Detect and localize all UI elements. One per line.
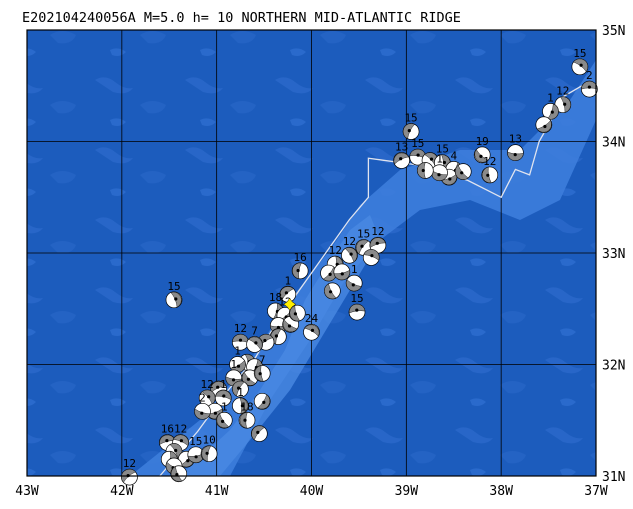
- lat-tick-label: 33N: [602, 247, 625, 262]
- event-depth-label: 13: [395, 140, 408, 153]
- beachball-icon: [535, 116, 553, 134]
- event-depth-label: 7: [259, 353, 266, 366]
- map-frame: [26, 29, 597, 477]
- beachball-icon: [507, 144, 524, 161]
- event-depth-label: 12: [343, 235, 356, 248]
- event-depth-label: 12: [123, 457, 136, 470]
- event-depth-label: 1: [436, 153, 443, 166]
- beachball-icon: [288, 304, 306, 322]
- beachball-icon: [198, 389, 216, 407]
- event-depth-label: 1: [221, 400, 228, 413]
- epicenter-star-icon: [283, 297, 297, 311]
- beachball-icon: [214, 389, 232, 407]
- beachball-icon: [232, 397, 249, 415]
- event-depth-label: 12: [234, 322, 247, 335]
- lon-tick-label: 42W: [110, 484, 134, 499]
- beachball-icon: [194, 402, 211, 420]
- event-depth-label: 7: [251, 324, 258, 337]
- beachball-icon: [348, 303, 366, 321]
- event-depth-label: 12: [483, 155, 496, 168]
- event-depth-label: 1: [547, 91, 554, 104]
- event-depth-label: 15: [167, 280, 180, 293]
- event-depth-label: 12: [329, 244, 342, 257]
- beachball-icon: [232, 380, 249, 398]
- beachball-icon: [571, 58, 589, 76]
- event-depth-label: 13: [509, 133, 522, 146]
- event-depth-label: 12: [371, 225, 384, 238]
- event-depth-label: 1: [284, 274, 291, 287]
- event-depth-label: 1: [220, 378, 227, 391]
- beachball-icon: [250, 425, 268, 442]
- beachball-icon: [409, 148, 427, 166]
- event-depth-label: 12: [201, 378, 214, 391]
- beachball-icon: [215, 411, 233, 429]
- event-depth-label: 18: [269, 291, 282, 304]
- axis-labels: 43W 42W 41W 40W 39W 38W 37W 35N 34N 33N 32N 31N: [15, 24, 625, 499]
- beachball-icon: [362, 249, 380, 266]
- event-depth-label: 15: [404, 111, 417, 124]
- lon-tick-label: 41W: [205, 484, 229, 499]
- beachball-icon: [581, 80, 598, 98]
- lon-tick-label: 38W: [489, 484, 513, 499]
- lon-tick-label: 39W: [395, 484, 419, 499]
- beachball-icon: [481, 166, 499, 184]
- event-depth-label: 2: [199, 391, 206, 404]
- beachball-icon: [473, 146, 491, 164]
- beachball-icon: [341, 246, 358, 264]
- beachball-icon: [291, 262, 309, 280]
- beachball-icon: [187, 446, 205, 464]
- event-depth-label: 15: [411, 137, 424, 150]
- event-depth-label: 12: [556, 85, 569, 98]
- event-depth-label: 18: [240, 400, 253, 413]
- beachball-icon: [416, 162, 434, 179]
- lon-tick-label: 40W: [300, 484, 324, 499]
- event-depth-label: 1: [351, 263, 358, 276]
- beachball-icon: [554, 96, 572, 114]
- beachball-icon: [253, 392, 271, 410]
- beachball-icon: [170, 465, 188, 483]
- event-depth-label: 15: [436, 143, 449, 156]
- event-depth-label: 4: [450, 149, 457, 162]
- beachball-icon: [345, 274, 363, 292]
- beachball-icon: [253, 365, 271, 382]
- beachball-icon: [246, 336, 263, 353]
- event-depth-label: 1: [230, 358, 237, 371]
- event-depth-label: 15: [189, 435, 202, 448]
- beachball-icon: [303, 323, 320, 341]
- beachball-icon: [402, 123, 420, 140]
- event-depth-label: 19: [476, 135, 489, 148]
- event-depth-label: 2: [586, 69, 593, 82]
- event-depth-label: 10: [202, 434, 215, 447]
- event-depth-label: 15: [573, 47, 586, 60]
- lat-tick-label: 32N: [602, 359, 625, 374]
- event-depth-label: 15: [357, 227, 370, 240]
- lat-tick-label: 34N: [602, 136, 625, 151]
- event-depth-label: 12: [174, 423, 187, 436]
- event-depth-label: 16: [161, 423, 174, 436]
- beachball-icon: [431, 164, 448, 182]
- beachball-icon: [369, 236, 387, 254]
- beachball-icon: [238, 411, 256, 429]
- beachball-icon: [229, 356, 246, 373]
- beachball-icon: [333, 263, 351, 281]
- lat-tick-label: 35N: [602, 24, 625, 39]
- event-depth-label: 16: [293, 251, 306, 264]
- beachball-icon: [454, 163, 472, 180]
- beachball-icon: [324, 282, 341, 300]
- lon-tick-label: 37W: [584, 484, 608, 499]
- event-depth-label: 15: [350, 292, 363, 305]
- lat-tick-label: 31N: [602, 470, 625, 485]
- event-depth-label: 24: [305, 312, 319, 325]
- map-title: E202104240056A M=5.0 h= 10 NORTHERN MID-…: [22, 10, 461, 26]
- lon-tick-label: 43W: [15, 484, 39, 499]
- event-depth-label: 1: [237, 386, 244, 399]
- beachball-icon: [393, 152, 410, 169]
- beachball-icon: [121, 468, 138, 486]
- beachball-icon: [165, 291, 183, 309]
- event-depth-label: 1: [234, 345, 241, 358]
- beachball-icon: [200, 445, 218, 463]
